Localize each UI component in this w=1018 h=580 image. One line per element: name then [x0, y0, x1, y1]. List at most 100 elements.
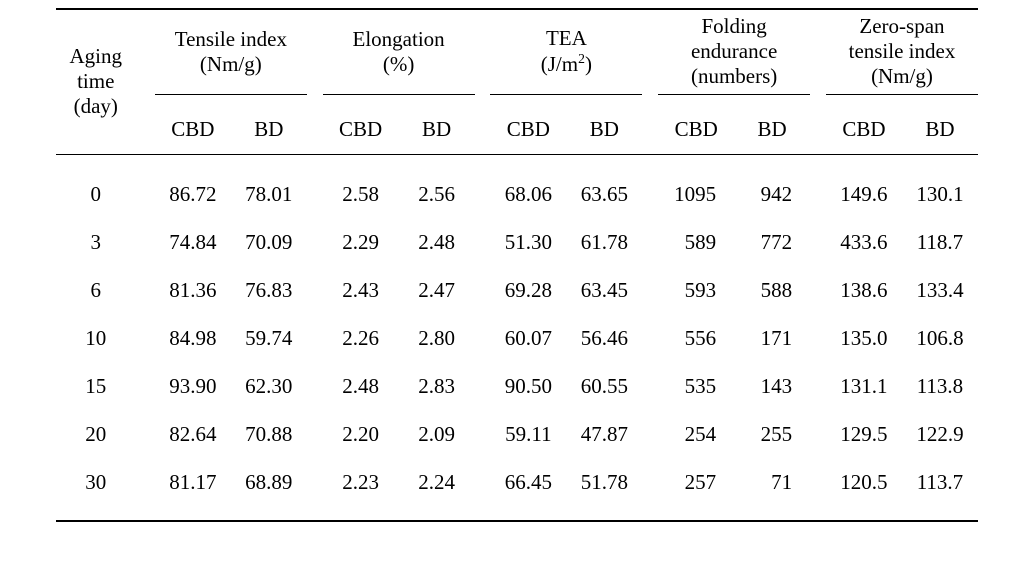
cell-tea-cbd: 90.50	[490, 363, 566, 411]
group-header-folding: Folding endurance (numbers)	[658, 10, 810, 94]
cell-aging: 0	[56, 171, 135, 219]
cell-aging: 20	[56, 411, 135, 459]
sub-bd-0: BD	[231, 106, 307, 154]
cell-tea-bd: 51.78	[566, 459, 642, 507]
cell-tensile_index-bd: 76.83	[231, 267, 307, 315]
cell-folding-bd: 255	[734, 411, 810, 459]
cell-tea-cbd: 51.30	[490, 219, 566, 267]
group-header-folding-l2: endurance	[691, 39, 777, 63]
cell-tea-bd: 60.55	[566, 363, 642, 411]
cell-folding-cbd: 535	[658, 363, 734, 411]
cell-aging: 10	[56, 315, 135, 363]
cell-tensile_index-cbd: 93.90	[155, 363, 231, 411]
sub-cbd-1: CBD	[323, 106, 399, 154]
sub-cbd-4: CBD	[826, 106, 902, 154]
table-container: Aging time (day) Tensile index (Nm/g) El…	[0, 0, 1018, 536]
cell-tea-bd: 63.45	[566, 267, 642, 315]
cell-zero_span-bd: 113.7	[902, 459, 978, 507]
sub-cbd-2: CBD	[490, 106, 566, 154]
cell-tensile_index-cbd: 81.17	[155, 459, 231, 507]
table-row: 1593.9062.302.482.8390.5060.55535143131.…	[56, 363, 978, 411]
cell-aging: 6	[56, 267, 135, 315]
cell-folding-cbd: 257	[658, 459, 734, 507]
sub-bd-2: BD	[566, 106, 642, 154]
cell-folding-bd: 143	[734, 363, 810, 411]
aging-label-l3: (day)	[74, 94, 118, 118]
cell-zero_span-cbd: 135.0	[826, 315, 902, 363]
cell-tea-cbd: 68.06	[490, 171, 566, 219]
cell-zero_span-cbd: 138.6	[826, 267, 902, 315]
group-header-elongation-l1: Elongation	[353, 27, 445, 51]
cell-elongation-cbd: 2.29	[323, 219, 399, 267]
cell-tensile_index-cbd: 74.84	[155, 219, 231, 267]
group-header-zerospan-l2: tensile index	[849, 39, 956, 63]
cell-folding-cbd: 593	[658, 267, 734, 315]
cell-tensile_index-cbd: 82.64	[155, 411, 231, 459]
cell-zero_span-cbd: 433.6	[826, 219, 902, 267]
group-header-elongation-l2: (%)	[383, 52, 414, 76]
cell-folding-bd: 942	[734, 171, 810, 219]
cell-elongation-bd: 2.09	[399, 411, 475, 459]
cell-folding-bd: 171	[734, 315, 810, 363]
cell-folding-bd: 772	[734, 219, 810, 267]
cell-tensile_index-bd: 70.09	[231, 219, 307, 267]
table-row: 681.3676.832.432.4769.2863.45593588138.6…	[56, 267, 978, 315]
cell-zero_span-bd: 122.9	[902, 411, 978, 459]
subheader-row: CBD BD CBD BD CBD BD CBD BD CBD BD	[56, 106, 978, 154]
group-rule-row	[56, 94, 978, 106]
group-header-tea-l2: (J/m2)	[541, 52, 592, 76]
cell-folding-cbd: 1095	[658, 171, 734, 219]
cell-tea-cbd: 66.45	[490, 459, 566, 507]
sub-cbd-3: CBD	[658, 106, 734, 154]
group-header-tea-l1: TEA	[546, 26, 587, 50]
cell-folding-cbd: 556	[658, 315, 734, 363]
group-header-zerospan-l3: (Nm/g)	[871, 64, 933, 88]
sub-bd-3: BD	[734, 106, 810, 154]
group-header-zerospan: Zero-span tensile index (Nm/g)	[826, 10, 978, 94]
cell-elongation-bd: 2.24	[399, 459, 475, 507]
cell-tea-cbd: 60.07	[490, 315, 566, 363]
table-row: 2082.6470.882.202.0959.1147.87254255129.…	[56, 411, 978, 459]
cell-elongation-cbd: 2.58	[323, 171, 399, 219]
cell-tensile_index-cbd: 86.72	[155, 171, 231, 219]
data-body: 086.7278.012.582.5668.0663.651095942149.…	[56, 171, 978, 507]
cell-tea-bd: 61.78	[566, 219, 642, 267]
cell-aging: 3	[56, 219, 135, 267]
cell-tea-bd: 47.87	[566, 411, 642, 459]
cell-elongation-bd: 2.47	[399, 267, 475, 315]
cell-zero_span-bd: 133.4	[902, 267, 978, 315]
cell-tensile_index-cbd: 84.98	[155, 315, 231, 363]
cell-zero_span-cbd: 120.5	[826, 459, 902, 507]
cell-zero_span-cbd: 149.6	[826, 171, 902, 219]
cell-zero_span-bd: 130.1	[902, 171, 978, 219]
sub-cbd-0: CBD	[155, 106, 231, 154]
cell-zero_span-bd: 106.8	[902, 315, 978, 363]
cell-tensile_index-bd: 68.89	[231, 459, 307, 507]
group-header-tensile: Tensile index (Nm/g)	[155, 10, 307, 94]
cell-tensile_index-bd: 70.88	[231, 411, 307, 459]
cell-folding-cbd: 589	[658, 219, 734, 267]
cell-tea-bd: 56.46	[566, 315, 642, 363]
group-header-folding-l3: (numbers)	[691, 64, 777, 88]
cell-tensile_index-bd: 59.74	[231, 315, 307, 363]
group-header-tensile-l1: Tensile index	[175, 27, 287, 51]
cell-zero_span-cbd: 131.1	[826, 363, 902, 411]
cell-elongation-cbd: 2.43	[323, 267, 399, 315]
group-header-zerospan-l1: Zero-span	[859, 14, 944, 38]
cell-tea-cbd: 69.28	[490, 267, 566, 315]
cell-elongation-bd: 2.80	[399, 315, 475, 363]
cell-tea-bd: 63.65	[566, 171, 642, 219]
table-row: 374.8470.092.292.4851.3061.78589772433.6…	[56, 219, 978, 267]
cell-aging: 30	[56, 459, 135, 507]
sub-bd-1: BD	[399, 106, 475, 154]
aging-label-l2: time	[77, 69, 114, 93]
cell-zero_span-cbd: 129.5	[826, 411, 902, 459]
table-row: 086.7278.012.582.5668.0663.651095942149.…	[56, 171, 978, 219]
group-header-folding-l1: Folding	[701, 14, 766, 38]
cell-aging: 15	[56, 363, 135, 411]
aging-label-l1: Aging	[69, 44, 122, 68]
cell-zero_span-bd: 113.8	[902, 363, 978, 411]
cell-elongation-bd: 2.83	[399, 363, 475, 411]
row-header-aging: Aging time (day)	[56, 10, 135, 154]
cell-tensile_index-bd: 62.30	[231, 363, 307, 411]
